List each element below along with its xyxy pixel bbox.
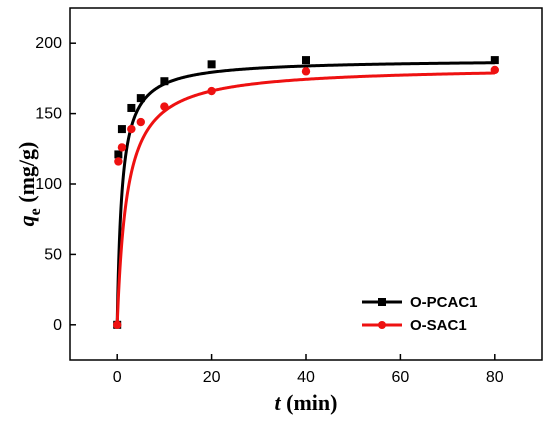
data-point-o-sac1 bbox=[127, 124, 136, 134]
data-point-o-sac1 bbox=[113, 320, 122, 329]
data-point-o-pcac1 bbox=[117, 125, 126, 134]
x-tick-label: 40 bbox=[297, 369, 315, 386]
y-axis-ticks: 0 50 100 150 200 bbox=[35, 35, 76, 334]
y-tick-label: 50 bbox=[44, 246, 62, 263]
x-axis-title: t (min) bbox=[275, 390, 338, 415]
x-tick-label: 20 bbox=[203, 369, 221, 386]
legend-marker-o-pcac1 bbox=[378, 298, 386, 306]
y-tick-label: 100 bbox=[35, 176, 62, 193]
series-layer bbox=[113, 56, 499, 329]
data-point-o-sac1 bbox=[160, 102, 169, 111]
data-point-o-sac1 bbox=[207, 86, 216, 96]
data-point-o-pcac1 bbox=[490, 56, 499, 65]
x-tick-label: 60 bbox=[392, 369, 410, 386]
y-tick-label: 0 bbox=[53, 317, 62, 334]
data-point-o-sac1 bbox=[117, 143, 127, 152]
x-tick-label: 80 bbox=[486, 369, 504, 386]
legend: O-PCAC1 O-SAC1 bbox=[362, 294, 478, 334]
legend-label-o-pcac1: O-PCAC1 bbox=[410, 294, 478, 311]
data-point-o-pcac1 bbox=[160, 77, 169, 86]
fit-curve-o-sac1 bbox=[115, 71, 495, 325]
x-axis-ticks: 0 20 40 60 80 bbox=[113, 354, 504, 386]
y-tick-label: 150 bbox=[35, 106, 62, 123]
data-point-o-sac1 bbox=[136, 117, 145, 127]
x-tick-label: 0 bbox=[113, 369, 122, 386]
data-point-o-pcac1 bbox=[114, 150, 123, 159]
legend-label-o-sac1: O-SAC1 bbox=[410, 317, 467, 334]
y-axis-title: qe (mg/g) bbox=[14, 142, 44, 227]
legend-marker-o-sac1 bbox=[378, 321, 386, 329]
data-point-o-sac1 bbox=[301, 67, 311, 76]
y-tick-label: 200 bbox=[35, 35, 62, 52]
data-point-o-sac1 bbox=[114, 157, 123, 166]
data-point-o-sac1 bbox=[490, 65, 499, 75]
fit-curve-o-pcac1 bbox=[115, 61, 495, 325]
data-point-o-pcac1 bbox=[136, 94, 145, 103]
data-point-o-pcac1 bbox=[207, 60, 216, 69]
data-point-o-pcac1 bbox=[127, 103, 136, 112]
data-point-o-pcac1 bbox=[302, 56, 310, 65]
